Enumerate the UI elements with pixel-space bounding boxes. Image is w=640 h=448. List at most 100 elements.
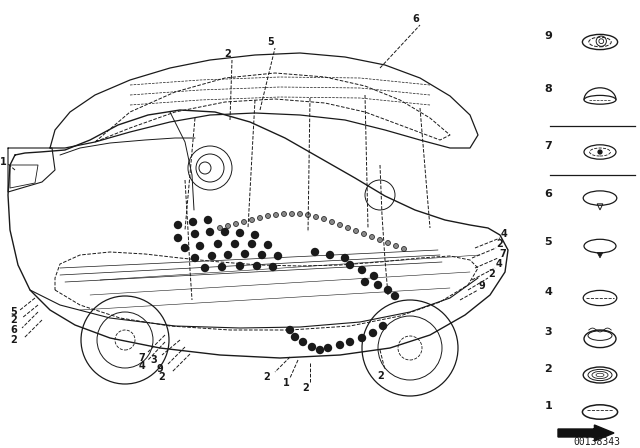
Text: 2: 2 [303, 383, 309, 393]
Text: 5: 5 [268, 37, 275, 47]
Circle shape [250, 217, 255, 223]
Circle shape [218, 263, 225, 271]
Text: 3: 3 [545, 327, 552, 337]
Circle shape [353, 228, 358, 233]
Circle shape [305, 212, 310, 217]
Circle shape [264, 241, 271, 249]
Circle shape [234, 221, 239, 227]
Circle shape [214, 241, 221, 247]
Circle shape [196, 242, 204, 250]
Circle shape [175, 234, 182, 241]
Circle shape [248, 241, 255, 247]
Text: 2: 2 [497, 239, 504, 249]
Circle shape [358, 267, 365, 273]
Text: 1: 1 [544, 401, 552, 411]
Text: 2: 2 [159, 372, 165, 382]
Circle shape [182, 245, 189, 251]
Circle shape [378, 237, 383, 242]
Circle shape [342, 254, 349, 262]
Text: 6: 6 [11, 325, 17, 335]
Circle shape [289, 211, 294, 216]
Circle shape [362, 232, 367, 237]
Circle shape [237, 263, 243, 270]
Text: 1: 1 [283, 378, 289, 388]
Circle shape [371, 272, 378, 280]
Circle shape [300, 339, 307, 345]
Text: 4: 4 [544, 287, 552, 297]
Circle shape [191, 254, 198, 262]
Circle shape [237, 229, 243, 237]
Circle shape [269, 263, 276, 271]
Text: 00138343: 00138343 [573, 437, 621, 447]
Circle shape [324, 345, 332, 352]
Text: 9: 9 [544, 31, 552, 41]
Circle shape [259, 251, 266, 258]
Text: 5: 5 [11, 307, 17, 317]
Circle shape [241, 250, 248, 258]
Circle shape [346, 225, 351, 231]
Circle shape [392, 293, 399, 300]
Text: 2: 2 [378, 371, 385, 381]
Circle shape [358, 335, 365, 341]
Circle shape [291, 333, 298, 340]
Circle shape [205, 216, 211, 224]
Text: 2: 2 [264, 372, 270, 382]
Text: 9: 9 [479, 281, 485, 291]
Text: 4: 4 [139, 361, 145, 371]
Circle shape [394, 244, 399, 249]
Circle shape [330, 220, 335, 224]
Circle shape [369, 329, 376, 336]
Circle shape [362, 279, 369, 285]
Circle shape [202, 264, 209, 271]
Circle shape [218, 225, 223, 231]
Circle shape [266, 214, 271, 219]
Text: 2: 2 [488, 269, 495, 279]
Text: 8: 8 [544, 84, 552, 94]
Text: 7: 7 [544, 141, 552, 151]
Circle shape [209, 253, 216, 259]
Text: 3: 3 [150, 355, 157, 365]
Text: 2: 2 [544, 364, 552, 374]
Circle shape [374, 281, 381, 289]
Circle shape [326, 251, 333, 258]
Circle shape [252, 232, 259, 238]
Circle shape [346, 262, 353, 268]
Text: 9: 9 [157, 364, 163, 374]
Circle shape [380, 323, 387, 329]
Text: 5: 5 [545, 237, 552, 247]
Text: 1: 1 [0, 157, 6, 167]
Circle shape [225, 251, 232, 258]
Circle shape [241, 220, 246, 224]
Circle shape [221, 228, 228, 236]
Text: 6: 6 [544, 189, 552, 199]
Circle shape [287, 327, 294, 333]
Circle shape [253, 263, 260, 270]
Text: 7: 7 [500, 249, 506, 259]
Circle shape [308, 344, 316, 350]
Polygon shape [597, 253, 603, 258]
Circle shape [225, 224, 230, 228]
Circle shape [321, 216, 326, 221]
Text: 2: 2 [11, 315, 17, 325]
Circle shape [282, 211, 287, 216]
Circle shape [232, 241, 239, 247]
Circle shape [369, 234, 374, 240]
Text: 7: 7 [139, 353, 145, 363]
Text: 6: 6 [413, 14, 419, 24]
Text: 4: 4 [500, 229, 508, 239]
Circle shape [337, 341, 344, 349]
Circle shape [175, 221, 182, 228]
Text: 2: 2 [11, 335, 17, 345]
Circle shape [346, 339, 353, 345]
Circle shape [191, 231, 198, 237]
Circle shape [385, 241, 390, 246]
Circle shape [273, 212, 278, 217]
Text: 2: 2 [225, 49, 232, 59]
Circle shape [207, 228, 214, 236]
Polygon shape [558, 425, 614, 441]
Circle shape [314, 215, 319, 220]
Circle shape [275, 253, 282, 259]
Text: 4: 4 [495, 259, 502, 269]
Circle shape [385, 287, 392, 293]
Circle shape [312, 249, 319, 255]
